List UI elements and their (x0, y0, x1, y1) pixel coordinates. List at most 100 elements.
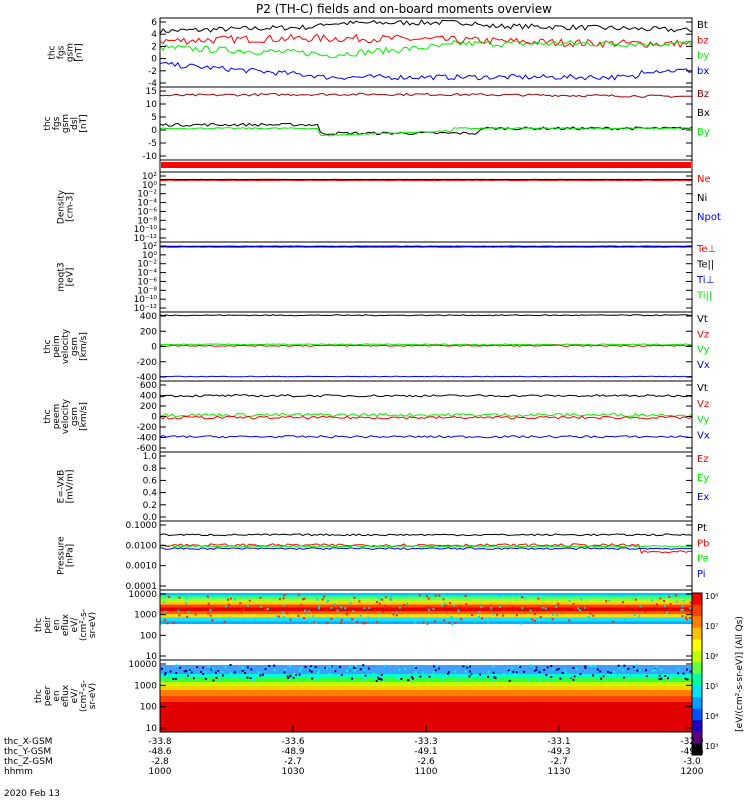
spectrogram-pixel (559, 677, 562, 680)
series-Vz (159, 344, 693, 347)
spectrogram-pixel (330, 606, 333, 609)
spectrogram-pixel (428, 608, 431, 611)
y-tick-label: 10⁻² (137, 190, 157, 200)
spectrogram-pixel (316, 676, 319, 679)
y-tick-label: -200 (137, 358, 158, 368)
spectrogram-pixel (523, 670, 526, 673)
spectrogram-pixel (543, 669, 546, 672)
spectrogram-pixel (551, 668, 554, 671)
spectrogram-pixel (214, 671, 217, 674)
spectrogram-pixel (457, 678, 460, 681)
spectrogram-pixel (375, 621, 378, 624)
spectrogram-pixel (447, 671, 450, 674)
y-tick-label: 10⁻⁶ (137, 207, 157, 217)
spectrogram-pixel (375, 679, 378, 682)
y-tick-label: 10⁻¹² (134, 304, 158, 314)
y-axis-label: fgs (52, 116, 62, 130)
spectrogram-pixel (537, 597, 540, 600)
legend-by: by (697, 51, 709, 62)
spectrogram-band (160, 601, 692, 605)
legend-Vy: Vy (697, 345, 710, 356)
spectrogram-pixel (434, 594, 437, 597)
spectrogram-pixel (283, 594, 286, 597)
legend-Pi: Pi (697, 569, 706, 580)
axis-row-value: -2.6 (417, 757, 435, 767)
spectrogram-pixel (264, 669, 267, 672)
spectrogram-pixel (349, 666, 352, 669)
y-tick-label: -4 (148, 79, 157, 89)
spectrogram-pixel (259, 597, 262, 600)
spectrogram-pixel (494, 677, 497, 680)
spectrogram-pixel (185, 602, 188, 605)
series-Pi (159, 547, 692, 551)
spectrogram-pixel (229, 597, 232, 600)
legend-Bx: Bx (697, 108, 710, 119)
panel-peim-velocity: -400 -200 0 200 400 thc peim velocity gsm [km/s] V… (43, 311, 710, 383)
spectrogram-pixel (250, 620, 253, 623)
spectrogram-pixel (572, 678, 575, 681)
y-axis-label: thc (34, 618, 44, 632)
spectrogram-pixel (442, 598, 445, 601)
spectrogram-pixel (358, 600, 361, 603)
series-Vx (159, 435, 693, 439)
spectrogram-pixel (172, 622, 175, 625)
spectrogram-pixel (250, 668, 253, 671)
y-tick-label: 2 (151, 42, 157, 52)
axis-row-value: -2.8 (151, 757, 169, 767)
y-tick-label: 10 (146, 652, 158, 662)
colorbar-segment (692, 616, 702, 629)
spectrogram-pixel (689, 601, 692, 604)
spectrogram-pixel (487, 670, 490, 673)
spectrogram-pixel (438, 594, 441, 597)
spectrogram-pixel (562, 609, 565, 612)
y-tick-label: 0.0001 (126, 582, 158, 592)
spectrogram-pixel (209, 608, 212, 611)
y-axis-label: [km/s] (79, 332, 89, 361)
spectrogram-pixel (585, 606, 588, 609)
spectrogram-pixel (528, 679, 531, 682)
spectrogram-pixel (480, 605, 483, 608)
spectrogram-pixel (557, 667, 560, 670)
spectrogram-pixel (351, 677, 354, 680)
spectrogram-pixel (632, 666, 635, 669)
y-axis-label: (cm²-s- (79, 609, 89, 641)
spectrogram-pixel (401, 618, 404, 621)
spectrogram-pixel (546, 666, 549, 669)
spectrogram-pixel (212, 667, 215, 670)
y-tick-label: 10000 (128, 590, 157, 600)
spectrogram-pixel (340, 674, 343, 677)
spectrogram-pixel (634, 614, 637, 617)
spectrogram-pixel (432, 608, 435, 611)
spectrogram-pixel (308, 610, 311, 613)
spectrogram-pixel (621, 601, 624, 604)
spectrogram-pixel (491, 673, 494, 676)
spectrogram-pixel (539, 678, 542, 681)
spectrogram-pixel (163, 601, 166, 604)
spectrogram-pixel (318, 669, 321, 672)
spectrogram-pixel (277, 615, 280, 618)
spectrogram-pixel (406, 602, 409, 605)
colorbar-segment (692, 720, 702, 733)
spectrogram-pixel (634, 598, 637, 601)
spectrogram-pixel (180, 606, 183, 609)
spectrogram-pixel (667, 677, 670, 680)
colorbar-label: [eV/(cm²-s-sr-eV)] (All Qs) (735, 616, 745, 732)
colorbar-tick: 10³ (705, 742, 718, 751)
spectrogram-pixel (209, 614, 212, 617)
colorbar-tick: 10⁸ (705, 592, 718, 601)
colorbar-segment (692, 697, 702, 710)
spectrogram-pixel (183, 670, 186, 673)
legend-Vz: Vz (697, 329, 709, 340)
y-tick-label: 0 (151, 55, 157, 65)
spectrogram-pixel (303, 617, 306, 620)
spectrogram-band (160, 614, 692, 618)
y-axis-label: moqt3 (57, 262, 67, 291)
spectrogram-pixel (186, 674, 189, 677)
spectrogram-pixel (689, 670, 692, 673)
legend-Vt: Vt (697, 383, 708, 394)
spectrogram-pixel (481, 617, 484, 620)
spectrogram-pixel (314, 666, 317, 669)
spectrogram-pixel (190, 594, 193, 597)
colorbar-segment (692, 731, 702, 744)
legend-Pb: Pb (697, 538, 709, 549)
